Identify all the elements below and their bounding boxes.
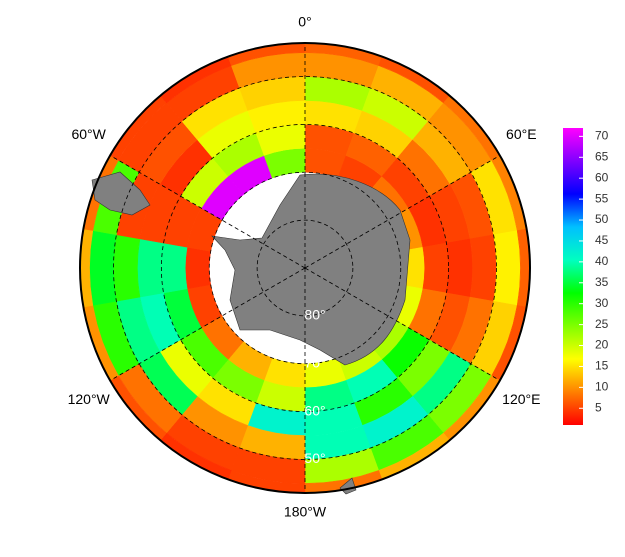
colorbar-tick-label: 5 [595, 400, 602, 414]
colorbar-tick-label: 30 [595, 296, 609, 310]
colorbar-scale [563, 128, 583, 425]
latitude-circle [256, 219, 354, 317]
colorbar-tick-label: 65 [595, 149, 609, 163]
longitude-label: 60°E [506, 126, 537, 142]
longitude-label: 60°W [71, 126, 106, 142]
field-cell [137, 238, 164, 298]
latitude-circle [208, 171, 402, 365]
colorbar: 5 10 15 20 25 30 35 40 45 50 55 60 65 70 [563, 128, 609, 425]
colorbar-tick-label: 50 [595, 212, 609, 226]
colorbar-tick-label: 25 [595, 317, 609, 331]
labels: 80° 70° 60° 50° 0° 60°E 120°E 180°W 120°W 60°W [68, 14, 541, 520]
longitude-line [109, 155, 306, 269]
south-america [91, 171, 151, 216]
colorbar-tick-label: 20 [595, 338, 609, 352]
antarctica [211, 173, 411, 366]
field-cell [446, 238, 473, 298]
colorbar-tick-label: 60 [595, 170, 609, 184]
latitude-circle [113, 76, 497, 460]
longitude-line [109, 267, 306, 381]
field-cell [161, 242, 188, 294]
field-cell [89, 230, 117, 306]
latitude-label: 80° [304, 307, 325, 323]
colorbar-tick-label: 15 [595, 359, 609, 373]
field-cell [113, 234, 141, 302]
longitude-line [304, 155, 501, 269]
longitude-label: 120°W [68, 391, 111, 407]
graticule [109, 43, 501, 493]
latitude-label: 60° [304, 402, 325, 418]
field-cell [493, 230, 521, 306]
field-cell [469, 234, 497, 302]
latitude-label: 50° [304, 450, 325, 466]
colorbar-tick-label: 40 [595, 254, 609, 268]
map-border [79, 42, 531, 494]
colorbar-tick-label: 55 [595, 191, 609, 205]
colorbar-tick-label: 45 [595, 233, 609, 247]
field-cell [422, 242, 449, 294]
longitude-label: 180°W [284, 504, 327, 520]
colorbar-tick-label: 70 [595, 129, 609, 143]
colorbar-tick-label: 10 [595, 380, 609, 394]
colorbar-tick-label: 35 [595, 275, 609, 289]
land [91, 171, 411, 495]
longitude-label: 120°E [502, 391, 540, 407]
longitude-line [304, 267, 501, 381]
field-cell [185, 246, 211, 290]
latitude-label: 70° [304, 354, 325, 370]
longitude-label: 0° [298, 14, 311, 30]
